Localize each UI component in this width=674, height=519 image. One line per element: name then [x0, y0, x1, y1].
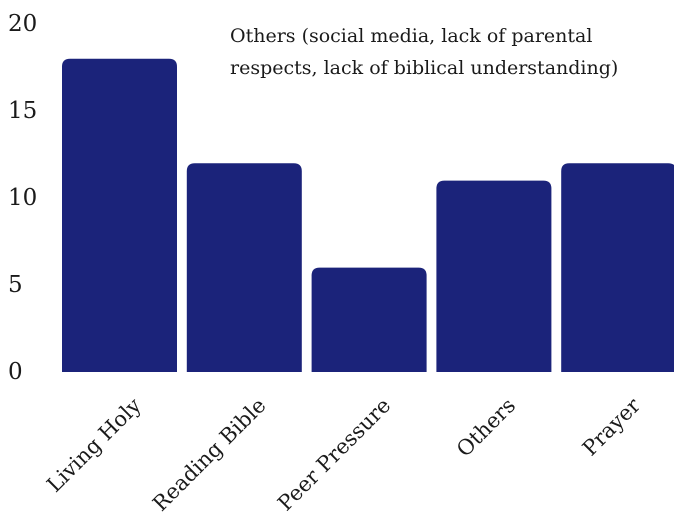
x-tick-label: Peer Pressure [273, 393, 395, 515]
x-axis-labels: Living Holy Reading Bible Peer Pressure Oth… [42, 393, 646, 516]
bar [436, 180, 552, 372]
x-tick-label: Prayer [578, 393, 646, 461]
bars-group [62, 58, 674, 373]
y-axis-ticks: 0 5 10 15 20 [8, 11, 37, 385]
x-tick-label: Reading Bible [148, 393, 271, 515]
y-tick-label: 10 [8, 185, 37, 211]
chart-annotation: Others (social media, lack of parental r… [230, 25, 619, 79]
x-tick-label: Others [452, 393, 520, 461]
bar [561, 163, 674, 372]
y-tick-label: 20 [8, 11, 37, 37]
y-tick-label: 15 [8, 98, 37, 124]
x-tick-label: Living Holy [42, 393, 146, 497]
bar [311, 267, 427, 372]
y-tick-label: 5 [8, 272, 23, 298]
bar [186, 163, 302, 372]
y-tick-label: 0 [8, 359, 23, 385]
bar [62, 58, 177, 373]
